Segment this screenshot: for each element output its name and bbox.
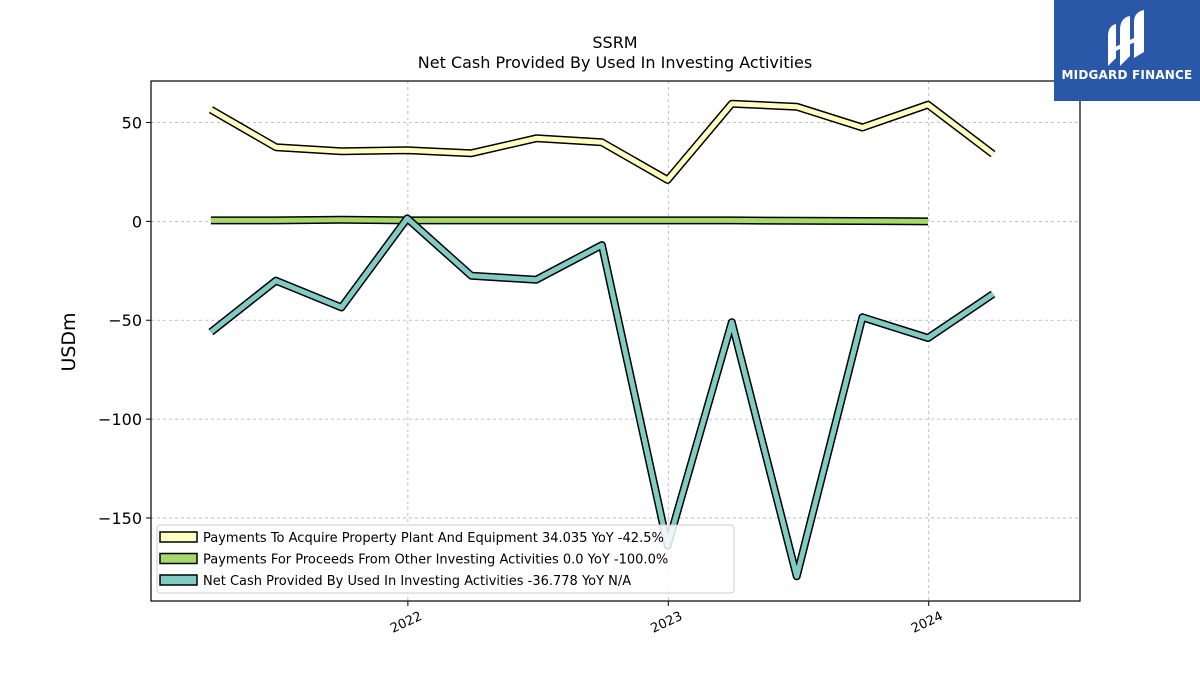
y-tick-label: 50	[122, 114, 142, 133]
plot-area-frame	[150, 80, 1081, 602]
legend-swatch	[159, 574, 198, 586]
grid	[151, 81, 1080, 601]
legend-swatch	[159, 531, 198, 543]
chart-subtitle: Net Cash Provided By Used In Investing A…	[418, 53, 812, 72]
legend: Payments To Acquire Property Plant And E…	[156, 524, 735, 594]
series-line	[209, 101, 995, 183]
brand-logo: MIDGARD FINANCE	[1054, 0, 1200, 101]
legend-entry: Payments To Acquire Property Plant And E…	[203, 531, 664, 546]
y-tick-label: −150	[98, 509, 142, 528]
legend-box	[156, 524, 735, 594]
legend-entry: Net Cash Provided By Used In Investing A…	[203, 574, 631, 589]
legend-swatch	[159, 552, 198, 565]
logo-mark-icon	[1108, 10, 1144, 66]
series-line	[209, 215, 995, 579]
series-lines	[208, 99, 996, 581]
y-tick-label: −50	[108, 311, 142, 330]
series-1	[208, 99, 996, 184]
y-axis-label: USDm	[58, 312, 80, 371]
axes: 50 0 −50 −100 −150 2022 2023 2024	[98, 114, 945, 637]
series-2	[210, 215, 929, 226]
series-line	[210, 217, 929, 224]
x-tick-label: 2022	[388, 609, 424, 637]
x-tick-label: 2024	[909, 609, 945, 637]
y-tick-label: −100	[98, 410, 142, 429]
y-tick-label: 0	[132, 212, 142, 231]
x-tick-label: 2023	[649, 609, 685, 637]
series-3	[208, 214, 996, 581]
brand-name: MIDGARD FINANCE	[1061, 68, 1193, 82]
series-line-outline	[208, 214, 996, 581]
chart-title: SSRM	[592, 33, 637, 52]
legend-entry: Payments For Proceeds From Other Investi…	[203, 553, 668, 568]
